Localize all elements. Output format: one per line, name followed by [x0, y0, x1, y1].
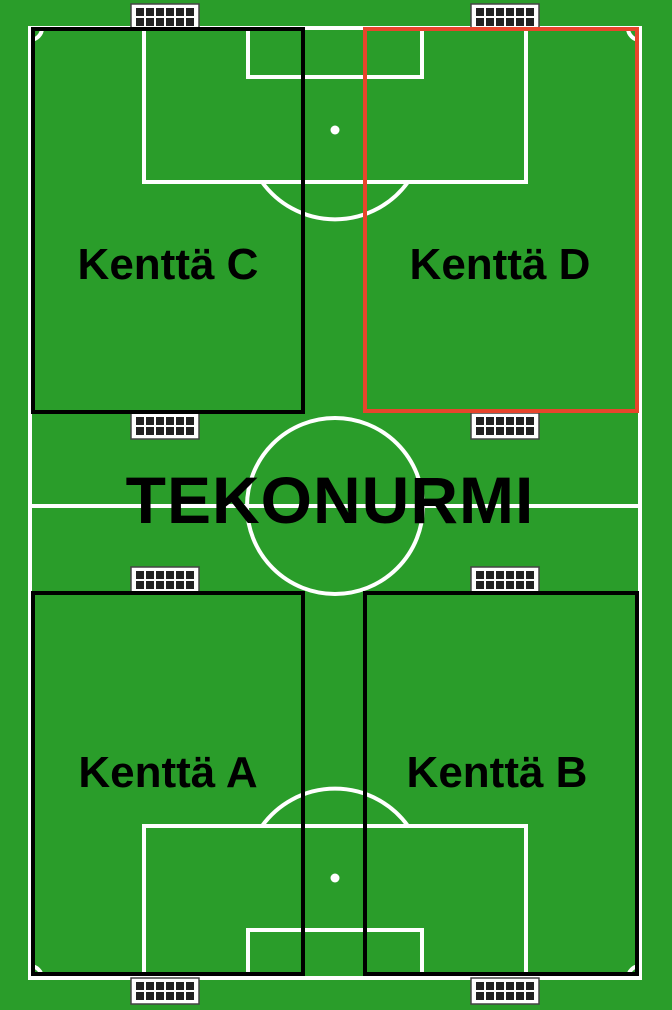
- goal-top-right: [470, 3, 540, 31]
- sub-fields: [31, 27, 639, 976]
- goals: [130, 3, 540, 1005]
- goal-mid-lower-right: [470, 566, 540, 594]
- bottom-penalty-spot: [330, 873, 340, 883]
- goal-mid-upper-right: [470, 412, 540, 440]
- field-a-border: [31, 591, 305, 976]
- field-a-label: Kenttä A: [78, 748, 258, 797]
- bottom-penalty-arc: [260, 786, 410, 828]
- field-c-label: Kenttä C: [77, 240, 259, 289]
- field-d-label: Kenttä D: [409, 240, 591, 289]
- top-goal-area: [246, 26, 424, 79]
- goal-mid-upper-left: [130, 412, 200, 440]
- bottom-goal-area: [246, 928, 424, 980]
- field-d-border: [363, 27, 639, 413]
- center-circle: [245, 416, 425, 596]
- pitch-markings: [28, 26, 642, 980]
- field-c-border: [31, 27, 305, 414]
- goal-mid-lower-left: [130, 566, 200, 594]
- goal-bottom-left: [130, 977, 200, 1005]
- field-b-border: [363, 591, 639, 976]
- field-b-label: Kenttä B: [406, 748, 588, 797]
- top-penalty-arc: [260, 180, 410, 222]
- page-title: TEKONURMI: [125, 463, 535, 537]
- goal-top-left: [130, 3, 200, 31]
- top-penalty-spot: [330, 125, 340, 135]
- goal-bottom-right: [470, 977, 540, 1005]
